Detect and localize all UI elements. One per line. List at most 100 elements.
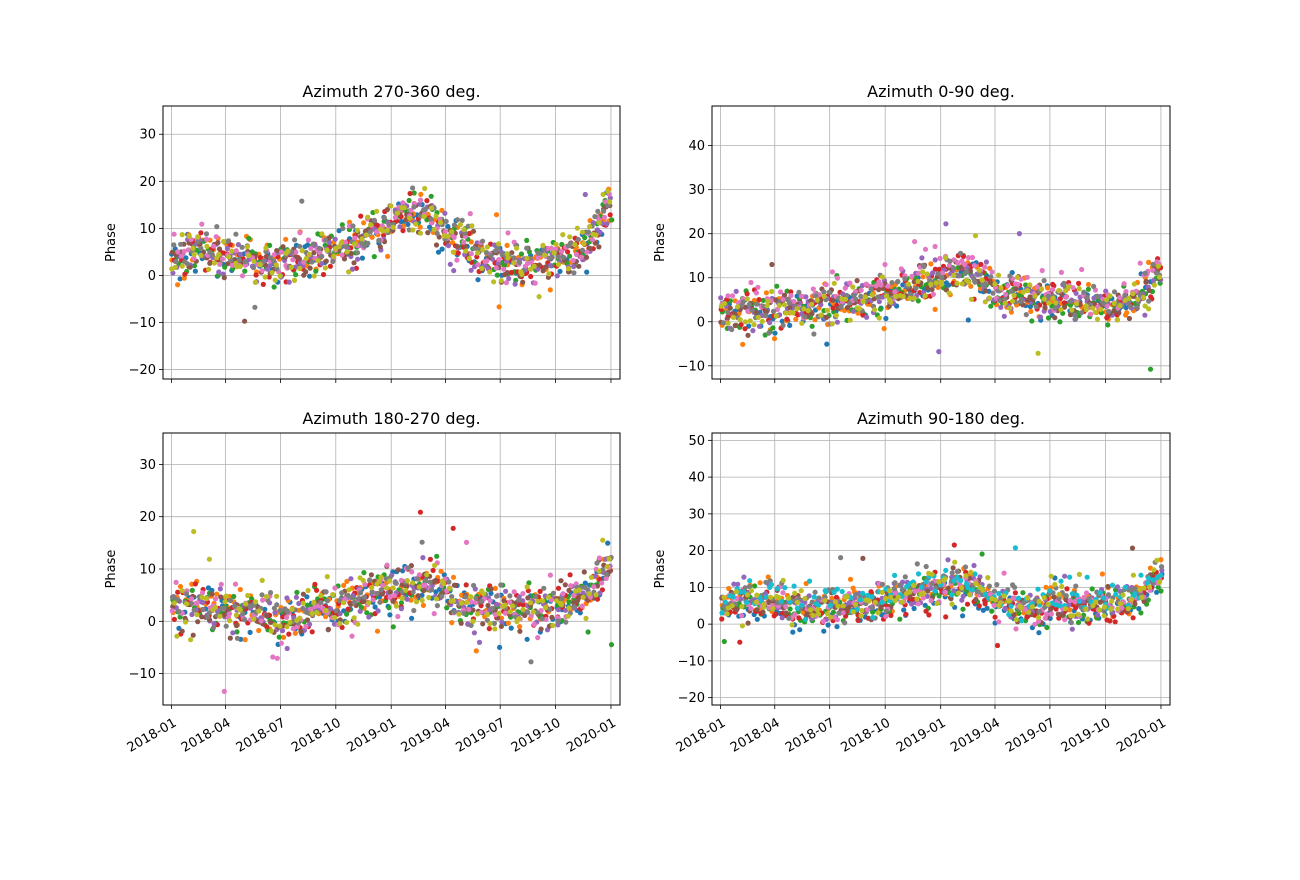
data-point bbox=[422, 185, 428, 192]
data-point bbox=[179, 588, 185, 594]
data-point bbox=[496, 257, 502, 263]
data-point bbox=[580, 594, 586, 600]
data-point bbox=[1158, 572, 1164, 578]
data-point bbox=[1125, 606, 1131, 612]
data-point bbox=[786, 615, 792, 621]
data-point bbox=[501, 266, 507, 272]
data-point bbox=[902, 276, 908, 282]
data-point bbox=[451, 609, 457, 615]
data-point bbox=[567, 240, 574, 246]
data-point bbox=[881, 326, 887, 332]
data-point bbox=[398, 606, 404, 612]
data-point bbox=[943, 614, 949, 620]
data-point bbox=[234, 629, 240, 635]
data-point bbox=[745, 308, 751, 314]
data-point bbox=[976, 267, 982, 273]
data-point bbox=[959, 281, 965, 287]
data-point bbox=[773, 611, 779, 617]
data-point bbox=[882, 261, 888, 268]
data-point bbox=[547, 572, 554, 578]
data-point bbox=[936, 579, 942, 585]
data-point bbox=[950, 565, 956, 571]
data-point bbox=[1028, 308, 1034, 314]
data-point bbox=[480, 238, 486, 244]
data-point bbox=[345, 606, 351, 612]
data-point bbox=[488, 252, 494, 258]
data-point bbox=[543, 616, 549, 623]
data-point bbox=[1150, 278, 1157, 284]
data-point bbox=[1154, 557, 1160, 563]
data-point bbox=[300, 591, 306, 597]
data-point bbox=[274, 593, 280, 599]
data-point bbox=[421, 588, 427, 594]
data-point bbox=[179, 628, 185, 634]
data-point bbox=[1131, 281, 1137, 287]
data-point bbox=[1041, 278, 1047, 284]
data-point bbox=[840, 603, 846, 609]
data-point bbox=[1097, 590, 1103, 596]
data-point bbox=[508, 269, 515, 276]
data-point bbox=[807, 607, 814, 613]
data-point bbox=[1024, 288, 1030, 294]
data-point bbox=[271, 284, 277, 290]
data-point bbox=[1058, 578, 1064, 584]
data-point bbox=[174, 633, 180, 639]
data-point bbox=[505, 255, 511, 261]
data-point bbox=[879, 581, 886, 588]
data-point bbox=[798, 588, 804, 594]
data-point bbox=[992, 281, 998, 287]
data-point bbox=[870, 614, 876, 621]
data-point bbox=[1016, 595, 1022, 601]
data-point bbox=[379, 591, 385, 597]
data-point bbox=[366, 614, 372, 620]
data-point bbox=[585, 629, 591, 635]
data-point bbox=[586, 591, 592, 597]
data-point bbox=[1129, 545, 1136, 551]
data-point bbox=[572, 242, 578, 248]
data-point bbox=[309, 610, 315, 617]
data-point bbox=[516, 597, 522, 603]
data-point bbox=[742, 585, 748, 591]
data-point bbox=[1045, 601, 1051, 608]
data-point bbox=[272, 277, 278, 283]
axes-frame bbox=[711, 105, 1171, 380]
data-point bbox=[277, 273, 283, 279]
data-point bbox=[831, 280, 837, 286]
y-tick-label: 20 bbox=[139, 510, 156, 525]
data-point bbox=[214, 591, 220, 597]
data-point bbox=[860, 555, 866, 562]
data-point bbox=[958, 264, 964, 270]
data-point bbox=[413, 221, 419, 227]
data-point bbox=[579, 229, 586, 235]
data-point bbox=[221, 275, 227, 281]
data-point bbox=[307, 265, 313, 271]
data-point bbox=[1024, 614, 1030, 620]
data-point bbox=[305, 587, 311, 594]
data-point bbox=[733, 288, 739, 294]
data-point bbox=[204, 236, 210, 242]
data-point bbox=[1151, 282, 1157, 288]
y-tick-label: 10 bbox=[139, 563, 156, 578]
data-point bbox=[284, 624, 290, 630]
data-point bbox=[893, 293, 899, 300]
data-point bbox=[583, 615, 589, 622]
data-point bbox=[1101, 595, 1107, 601]
data-point bbox=[584, 269, 590, 275]
data-point bbox=[1036, 608, 1043, 615]
data-point bbox=[1047, 615, 1053, 622]
data-point bbox=[262, 606, 268, 612]
data-point bbox=[324, 598, 330, 604]
data-point bbox=[326, 239, 333, 245]
data-point bbox=[1095, 612, 1101, 618]
data-point bbox=[291, 277, 298, 283]
data-point bbox=[395, 567, 401, 573]
data-point bbox=[264, 612, 270, 619]
data-point bbox=[1065, 284, 1072, 290]
data-point bbox=[607, 199, 613, 205]
y-tick-label: 0 bbox=[148, 269, 156, 284]
y-tick-label: 20 bbox=[688, 544, 705, 559]
data-point bbox=[327, 263, 333, 269]
data-point bbox=[419, 597, 425, 604]
data-point bbox=[253, 599, 259, 605]
data-point bbox=[1001, 313, 1007, 319]
